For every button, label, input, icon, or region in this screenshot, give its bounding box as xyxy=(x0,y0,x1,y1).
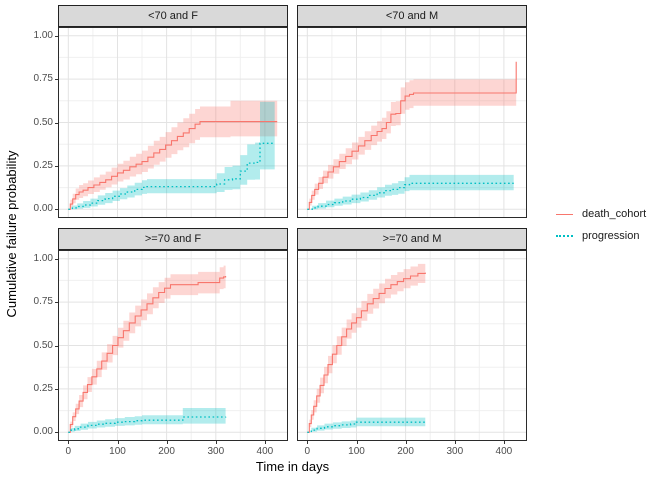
y-tick-label: 0.00 xyxy=(33,426,53,438)
y-tick-mark xyxy=(55,122,58,124)
y-tick-label: 0.50 xyxy=(33,339,53,351)
panel-border xyxy=(297,27,527,218)
panel-plot xyxy=(58,250,288,441)
facet-strip-label: >=70 and F xyxy=(144,233,202,245)
confidence-ribbon-death_cohort xyxy=(68,100,278,210)
y-tick-mark xyxy=(55,388,58,390)
panel-border xyxy=(58,27,288,218)
x-tick-mark xyxy=(166,441,168,444)
x-tick-mark xyxy=(215,441,217,444)
y-tick-label: 1.00 xyxy=(33,252,53,264)
y-tick-label: 0.75 xyxy=(33,73,53,85)
legend-entry-death-cohort: death_cohort xyxy=(556,208,646,220)
x-tick-mark xyxy=(405,441,407,444)
legend-entry-progression: progression xyxy=(556,230,646,242)
x-tick-label: 300 xyxy=(207,446,225,457)
y-tick-mark xyxy=(55,432,58,434)
y-tick-label: 1.00 xyxy=(33,29,53,41)
facet-strip-lt70-m: <70 and M xyxy=(297,5,527,27)
y-tick-mark xyxy=(55,302,58,304)
x-tick-mark xyxy=(264,441,266,444)
series-line-progression xyxy=(307,421,426,433)
confidence-ribbon-progression xyxy=(68,100,275,210)
y-tick-mark xyxy=(55,165,58,167)
y-tick-label: 0.25 xyxy=(33,159,53,171)
y-tick-label: 0.75 xyxy=(33,296,53,308)
series-line-progression xyxy=(307,182,514,210)
facet-strip-lt70-f: <70 and F xyxy=(58,5,288,27)
legend-key-solid-line-icon xyxy=(556,208,573,220)
x-tick-mark xyxy=(117,441,119,444)
confidence-ribbon-death_cohort xyxy=(307,61,517,210)
y-tick-label: 0.00 xyxy=(33,203,53,215)
panel-border xyxy=(297,250,527,441)
x-axis-title: Time in days xyxy=(255,459,330,474)
confidence-ribbon-death_cohort xyxy=(68,264,226,433)
x-tick-mark xyxy=(503,441,505,444)
x-tick-mark xyxy=(454,441,456,444)
legend-label: progression xyxy=(582,230,640,242)
y-tick-label: 0.25 xyxy=(33,382,53,394)
series-line-death_cohort xyxy=(68,121,278,210)
y-tick-mark xyxy=(55,258,58,260)
legend-label: death_cohort xyxy=(582,208,647,220)
x-tick-label: 100 xyxy=(109,446,126,457)
x-tick-label: 400 xyxy=(256,446,274,457)
facet-strip-label: >=70 and M xyxy=(382,233,442,245)
x-tick-label: 300 xyxy=(446,446,464,457)
facet-strip-label: <70 and M xyxy=(385,10,439,22)
series-line-progression xyxy=(68,416,227,433)
panel-plot xyxy=(297,250,527,441)
panel-border xyxy=(58,250,288,441)
x-tick-mark xyxy=(307,441,309,444)
y-tick-label: 0.50 xyxy=(33,116,53,128)
x-tick-label: 200 xyxy=(397,446,414,457)
x-tick-label: 400 xyxy=(495,446,513,457)
x-tick-label: 100 xyxy=(348,446,365,457)
y-axis-title: Cumulative failure probability xyxy=(4,150,19,318)
series-line-death_cohort xyxy=(68,276,227,433)
x-tick-label: 0 xyxy=(304,446,311,457)
facet-strip-label: <70 and F xyxy=(148,10,198,22)
y-tick-mark xyxy=(55,209,58,211)
y-tick-mark xyxy=(55,35,58,37)
x-tick-label: 0 xyxy=(65,446,72,457)
confidence-ribbon-death_cohort xyxy=(307,263,426,433)
x-tick-label: 200 xyxy=(158,446,175,457)
series-line-death_cohort xyxy=(307,61,517,210)
x-tick-mark xyxy=(356,441,358,444)
confidence-ribbon-progression xyxy=(307,417,426,433)
y-tick-mark xyxy=(55,345,58,347)
panel-plot xyxy=(297,27,527,218)
series-line-death_cohort xyxy=(307,272,426,433)
x-tick-mark xyxy=(68,441,70,444)
confidence-ribbon-progression xyxy=(68,408,226,433)
facet-strip-ge70-f: >=70 and F xyxy=(58,228,288,250)
y-tick-mark xyxy=(55,79,58,81)
legend-key-dotted-line-icon xyxy=(556,230,573,242)
legend: death_cohort progression xyxy=(556,208,646,242)
panel-plot xyxy=(58,27,288,218)
facet-strip-ge70-m: >=70 and M xyxy=(297,228,527,250)
